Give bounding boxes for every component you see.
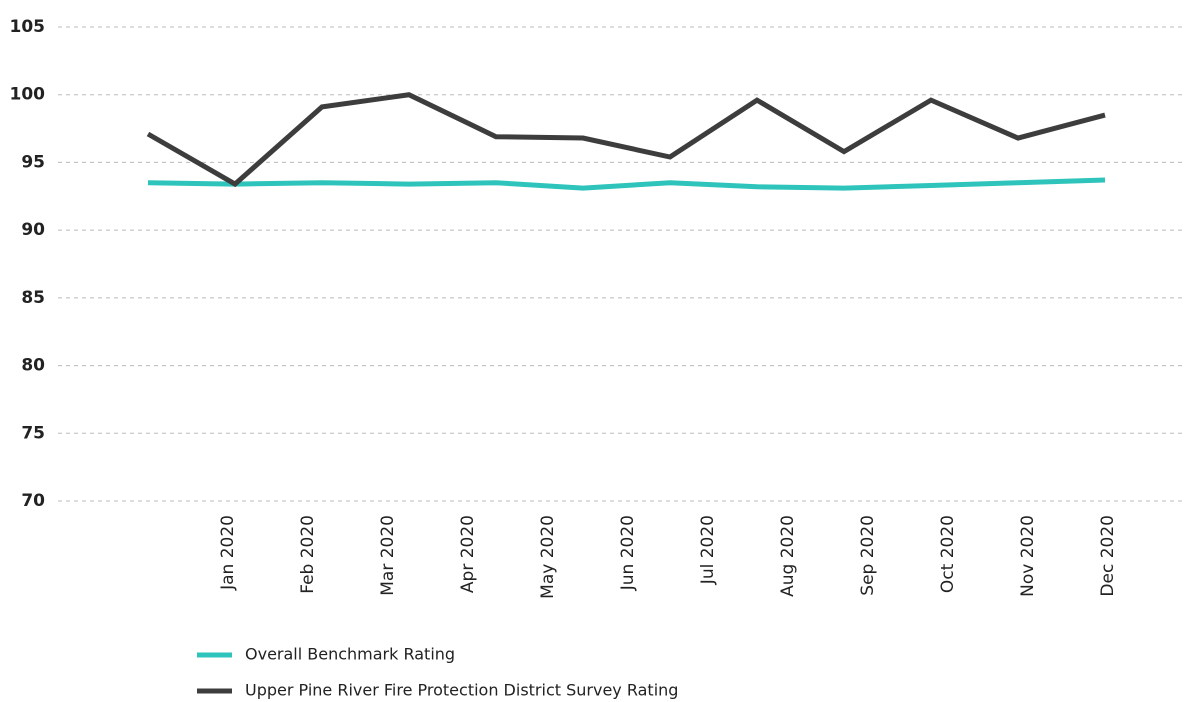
legend-label: Overall Benchmark Rating (245, 645, 455, 664)
series-line (146, 92, 1106, 188)
y-tick-label: 105 (10, 17, 46, 37)
y-tick-label: 70 (21, 491, 45, 511)
x-tick-label: Oct 2020 (938, 515, 958, 593)
series-line (147, 177, 1106, 191)
x-tick-label: Sep 2020 (858, 515, 878, 596)
x-tick-label: Aug 2020 (778, 515, 798, 597)
x-tick-label: Mar 2020 (378, 515, 398, 596)
y-tick-label: 85 (21, 288, 45, 308)
x-tick-label: Feb 2020 (298, 515, 318, 594)
x-tick-label: May 2020 (538, 515, 558, 599)
y-tick-label: 80 (21, 356, 45, 376)
x-tick-label: Jul 2020 (698, 515, 718, 585)
x-tick-label: Apr 2020 (458, 515, 478, 593)
y-tick-label: 100 (10, 85, 46, 105)
legend-label: Upper Pine River Fire Protection Distric… (245, 681, 678, 700)
y-tick-label: 75 (21, 423, 45, 443)
y-tick-label: 95 (21, 152, 45, 172)
x-tick-label: Nov 2020 (1018, 515, 1038, 597)
x-tick-label: Dec 2020 (1098, 515, 1118, 597)
x-tick-label: Jun 2020 (618, 515, 638, 591)
x-tick-label: Jan 2020 (218, 515, 238, 591)
y-tick-label: 90 (21, 220, 45, 240)
